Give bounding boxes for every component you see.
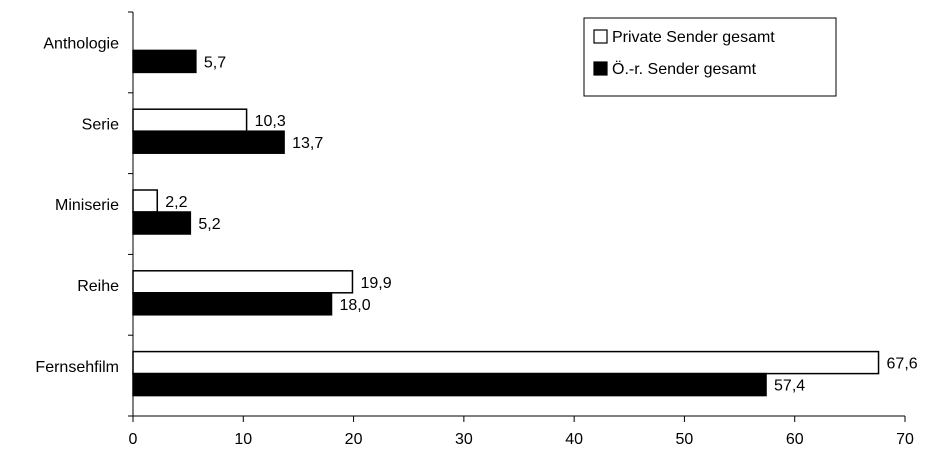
category-label: Anthologie — [43, 36, 119, 53]
x-tick-label: 40 — [565, 431, 583, 448]
bar-oer — [132, 292, 333, 316]
bar-oer — [132, 49, 197, 74]
bar-oer — [132, 130, 285, 154]
bar-private — [132, 270, 354, 294]
bar-private — [132, 189, 159, 213]
data-label: 19,9 — [360, 275, 391, 292]
category-label: Miniserie — [55, 197, 119, 214]
chart-data-labels: Anthologie 5,7 Serie 10,3 13,7 Miniserie 2,2 5,… — [35, 36, 917, 395]
chart-bars — [132, 49, 880, 397]
bar-oer — [132, 372, 767, 397]
x-tick-label: 20 — [345, 431, 363, 448]
data-label: 18,0 — [340, 297, 371, 314]
legend-box — [583, 17, 837, 97]
category-label: Reihe — [77, 278, 119, 295]
data-label: 5,7 — [204, 54, 226, 71]
bar-private — [132, 108, 248, 132]
legend-label: Ö.-r. Sender gesamt — [612, 60, 757, 78]
data-label: 5,2 — [198, 216, 220, 233]
data-label: 13,7 — [292, 135, 323, 152]
x-tick-label: 30 — [455, 431, 473, 448]
bar-private — [132, 350, 880, 375]
x-tick-label: 60 — [786, 431, 804, 448]
category-label: Fernsehfilm — [35, 359, 119, 376]
bar-oer — [132, 211, 192, 235]
data-label: 10,3 — [255, 113, 286, 130]
x-tick-label: 0 — [129, 431, 138, 448]
legend-label: Private Sender gesamt — [612, 29, 775, 46]
x-tick-label: 70 — [896, 431, 914, 448]
data-label: 57,4 — [774, 378, 805, 395]
data-label: 2,2 — [165, 194, 187, 211]
legend-swatch — [593, 29, 608, 44]
x-tick-label: 50 — [676, 431, 694, 448]
data-label: 67,6 — [887, 356, 918, 373]
chart-legend: Private Sender gesamt Ö.-r. Sender gesamt — [583, 17, 837, 97]
legend-swatch — [593, 61, 608, 76]
chart-axes: 0 10 20 30 40 50 60 70 — [128, 11, 914, 448]
x-tick-label: 10 — [234, 431, 252, 448]
category-label: Serie — [82, 116, 119, 133]
